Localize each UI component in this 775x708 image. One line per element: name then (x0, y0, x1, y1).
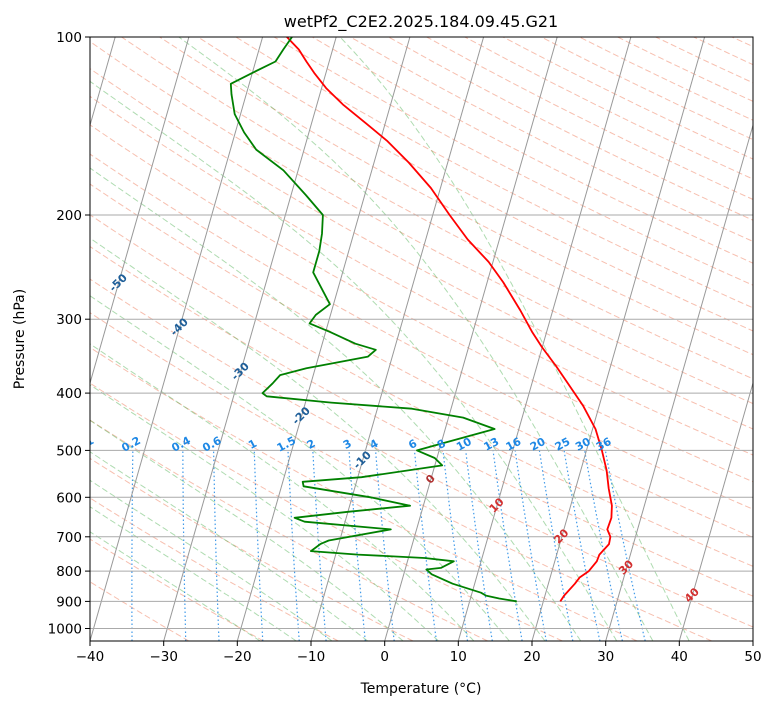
isotherm-line (384, 37, 558, 641)
moist-adiabat-line (90, 343, 475, 641)
mixing-ratio-label: 10 (454, 435, 474, 454)
isotherm-line (531, 37, 706, 641)
axes: −40 −30 −20 −10 0 10 20 30 40 50 100 200 300 400 500 60… (48, 30, 762, 665)
moist-adiabat-line (90, 451, 368, 641)
dry-adiabat-line (90, 419, 488, 641)
dry-adiabat-line (90, 153, 753, 510)
mixing-ratio-line (413, 450, 437, 641)
profile-lines (229, 37, 613, 603)
mixing-ratio-line (492, 450, 523, 641)
background-lines (82, 37, 753, 641)
isotherm-line (90, 37, 190, 385)
mixing-ratio-label: 16 (504, 435, 524, 454)
mixing-ratio-line (604, 450, 646, 641)
x-tick-label: −40 (76, 649, 105, 665)
moist-adiabat-line (90, 295, 510, 641)
y-tick-label: 800 (56, 564, 82, 580)
mixing-ratio-line (584, 450, 623, 641)
y-tick-label: 100 (56, 30, 82, 46)
dry-adiabat-line (90, 183, 753, 538)
mixing-ratio-line (442, 450, 469, 641)
isotherm-line (678, 381, 753, 641)
mixing-ratio-line (465, 450, 493, 641)
mixing-ratio-label: 20 (528, 435, 548, 454)
x-axis-label: Temperature (°C) (360, 681, 482, 697)
dry-adiabat-line (90, 538, 264, 641)
mixing-ratio-line (82, 450, 86, 641)
temperature-profile-line (286, 37, 613, 602)
plot-area (90, 37, 753, 641)
x-tick-label: −10 (297, 649, 326, 665)
x-tick-label: −20 (223, 649, 252, 665)
plot-frame (89, 36, 754, 642)
moist-adiabat-line (178, 37, 654, 641)
y-tick-label: 1000 (48, 622, 82, 638)
moist-adiabat-line (90, 167, 582, 641)
mixing-ratio-line (375, 450, 395, 641)
mixing-ratio-label: 13 (482, 435, 502, 454)
x-tick-label: 50 (744, 649, 761, 665)
mixing-ratio-label: 30 (573, 435, 593, 454)
chart-title: wetPf2_C2E2.2025.184.09.45.G21 (284, 12, 558, 32)
dewpoint-profile-line (229, 37, 517, 603)
isotherm-line (605, 123, 753, 641)
moist-adiabat-line (90, 479, 333, 641)
dry-adiabat-line (90, 278, 753, 628)
dry-adiabat-line (121, 37, 753, 380)
y-tick-label: 500 (56, 443, 82, 459)
moist-adiabat-line (90, 237, 546, 641)
moist-adiabat-line (90, 531, 261, 641)
moist-adiabat-line (90, 419, 404, 641)
isotherm-line (163, 37, 337, 641)
isotherm-line (236, 37, 411, 641)
x-tick-label: 30 (597, 649, 614, 665)
gridlines (90, 37, 753, 641)
dry-adiabat-line (197, 37, 753, 332)
isotherm-line (90, 37, 264, 641)
mixing-ratio-line (514, 450, 547, 641)
y-tick-label: 300 (56, 312, 82, 328)
isotherm-label: -60 (46, 227, 69, 250)
x-tick-label: 20 (523, 649, 540, 665)
y-tick-label: 200 (56, 208, 82, 224)
isotherm-line (457, 37, 632, 641)
dry-adiabat-line (90, 124, 753, 483)
y-tick-label: 700 (56, 530, 82, 546)
dry-adiabat-line (90, 581, 190, 641)
y-tick-label: 900 (56, 594, 82, 610)
mixing-ratio-label: 0.1 (73, 434, 96, 455)
moist-adiabat-line (90, 506, 297, 641)
x-tick-label: −30 (149, 649, 178, 665)
mixing-ratio-label: 36 (594, 435, 614, 454)
mixing-ratio-label: 25 (553, 435, 573, 454)
y-axis-label: Pressure (hPa) (12, 289, 28, 389)
x-tick-label: 10 (450, 649, 467, 665)
dry-adiabat-line (90, 346, 638, 641)
dry-adiabat-line (235, 37, 753, 309)
moist-adiabat-line (339, 37, 690, 641)
x-tick-label: 0 (380, 649, 389, 665)
dry-adiabat-line (90, 312, 712, 641)
dry-adiabat-line (90, 214, 753, 567)
isotherm-label: -70 (0, 182, 8, 205)
x-tick-label: 40 (671, 649, 688, 665)
isotherm-line (310, 37, 485, 641)
y-tick-label: 400 (56, 386, 82, 402)
dry-adiabat-line (159, 37, 753, 356)
dry-adiabat-line (90, 68, 753, 430)
y-tick-label: 600 (56, 490, 82, 506)
dry-adiabat-line (90, 245, 753, 597)
isotherm-line (752, 639, 753, 641)
